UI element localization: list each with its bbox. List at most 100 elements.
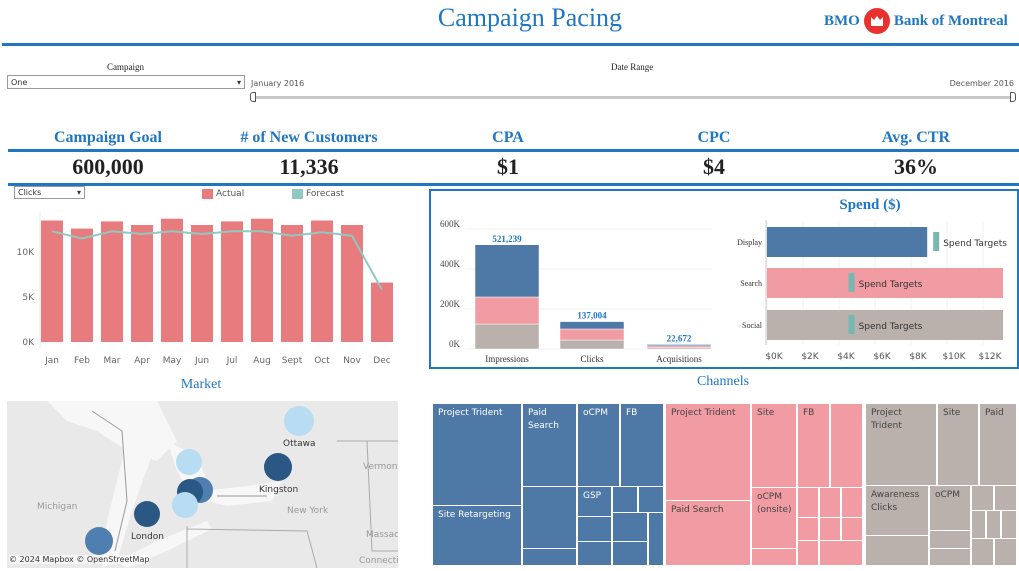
treemap-cell-display[interactable] bbox=[638, 486, 664, 513]
slider-handle-end[interactable] bbox=[1010, 92, 1016, 102]
kpi-label: CPA bbox=[492, 129, 524, 146]
treemap-cell-display[interactable] bbox=[522, 486, 577, 549]
treemap-label: Paid Search bbox=[671, 505, 724, 515]
kpi-value: $4 bbox=[703, 154, 725, 179]
treemap-cell-display[interactable]: Paid Search bbox=[522, 403, 577, 487]
treemap-cell-social[interactable]: Awareness Clicks bbox=[865, 485, 929, 536]
bar-actual-feb bbox=[71, 228, 93, 342]
treemap-label: Project Trident bbox=[438, 408, 503, 418]
category-label: Display bbox=[737, 238, 762, 247]
treemap-cell-search[interactable] bbox=[830, 403, 863, 488]
x-tick-label: Sept bbox=[282, 356, 303, 366]
treemap-cell-social[interactable] bbox=[971, 538, 994, 566]
total-label: 22,672 bbox=[667, 333, 692, 343]
treemap-cell-search[interactable] bbox=[819, 487, 841, 518]
forecast-line bbox=[51, 230, 383, 291]
treemap-cell-search[interactable]: FB bbox=[797, 403, 830, 488]
city-ottawa: Ottawa bbox=[283, 439, 316, 449]
treemap-cell-social[interactable] bbox=[929, 530, 971, 549]
treemap-cell-search[interactable]: oCPM (onsite) bbox=[751, 487, 797, 549]
treemap-cell-display[interactable]: Site Retargeting bbox=[432, 505, 522, 566]
x-tick-label: Clicks bbox=[580, 354, 603, 364]
kpi-value: 11,336 bbox=[279, 154, 339, 179]
treemap-label: Project Trident bbox=[671, 408, 736, 418]
slider-handle-start[interactable] bbox=[250, 92, 256, 102]
treemap-cell-search[interactable]: Project Trident bbox=[665, 403, 751, 501]
market-map[interactable]: Ottawa Kingston London Michigan New York… bbox=[7, 401, 398, 568]
map-svg bbox=[47, 401, 398, 568]
spend-bar-social bbox=[767, 310, 1003, 340]
treemap-cell-display[interactable] bbox=[612, 486, 638, 513]
treemap-cell-search[interactable]: Site bbox=[751, 403, 797, 488]
treemap-cell-display[interactable] bbox=[577, 541, 612, 566]
treemap-cell-display[interactable] bbox=[577, 516, 612, 542]
metric-dropdown[interactable]: Clicks ▾ bbox=[14, 186, 85, 199]
legend-actual-swatch bbox=[202, 189, 213, 199]
x-tick-label: $6K bbox=[873, 352, 891, 362]
treemap-cell-search[interactable] bbox=[797, 517, 819, 541]
x-tick-label: Impressions bbox=[485, 354, 529, 364]
kpi-value: $1 bbox=[497, 154, 519, 179]
bar-actual-mar bbox=[101, 221, 123, 342]
treemap-cell-display[interactable]: Project Trident bbox=[432, 403, 522, 506]
treemap-cell-display[interactable]: oCPM bbox=[577, 403, 620, 487]
treemap-cell-social[interactable]: Project Trident bbox=[865, 403, 937, 486]
bar-actual-jan bbox=[41, 220, 63, 342]
treemap-cell-social[interactable] bbox=[971, 510, 986, 539]
x-tick-label: Jul bbox=[226, 356, 238, 366]
x-tick-label: Feb bbox=[74, 356, 90, 366]
treemap-label: oCPM bbox=[935, 490, 960, 500]
bar-actual-may bbox=[161, 218, 183, 342]
treemap-cell-search[interactable] bbox=[819, 540, 863, 566]
treemap-label: Paid bbox=[985, 408, 1004, 418]
map-attribution[interactable]: © 2024 Mapbox © OpenStreetMap bbox=[9, 555, 150, 564]
bar-actual-dec bbox=[371, 282, 393, 342]
treemap-cell-social[interactable]: oCPM bbox=[929, 485, 971, 531]
date-range-slider[interactable] bbox=[254, 96, 1012, 99]
spend-bar-display bbox=[767, 227, 928, 257]
treemap-cell-social[interactable] bbox=[994, 485, 1017, 511]
treemap-cell-search[interactable] bbox=[797, 487, 819, 518]
treemap-cell-search[interactable] bbox=[751, 548, 797, 566]
treemap-cell-display[interactable] bbox=[648, 512, 664, 566]
spend-target-label: Spend Targets bbox=[859, 280, 923, 290]
treemap-cell-search[interactable] bbox=[841, 487, 863, 518]
date-range-label: Date Range bbox=[611, 62, 654, 72]
treemap-cell-display[interactable] bbox=[612, 512, 648, 542]
treemap-label: oCPM bbox=[583, 408, 608, 418]
stacked-segment-display bbox=[559, 321, 625, 330]
bmo-roundel-icon bbox=[863, 8, 890, 34]
treemap-cell-search[interactable]: Paid Search bbox=[665, 500, 751, 566]
date-start: January 2016 bbox=[251, 79, 305, 88]
treemap-cell-social[interactable] bbox=[1001, 510, 1017, 539]
x-tick-label: $8K bbox=[909, 352, 927, 362]
region-vermont: Vermont bbox=[363, 462, 398, 472]
treemap-cell-search[interactable] bbox=[819, 517, 841, 541]
total-label: 137,004 bbox=[577, 311, 607, 321]
treemap-cell-social[interactable]: Paid bbox=[979, 403, 1017, 486]
treemap-cell-display[interactable]: GSP bbox=[577, 486, 612, 517]
stacked-segment-social bbox=[474, 323, 540, 350]
treemap-cell-social[interactable] bbox=[994, 538, 1017, 566]
monthly-chart: 0K 5K 10K Jan Feb Mar Apr May Jun Jul Aug Sept Oct No… bbox=[17, 212, 393, 366]
treemap-label: Site bbox=[943, 408, 961, 418]
treemap-cell-social[interactable]: Site bbox=[937, 403, 979, 486]
treemap-cell-search[interactable] bbox=[797, 540, 819, 566]
y-tick-label: 400K bbox=[440, 259, 461, 269]
treemap-cell-display[interactable] bbox=[612, 541, 648, 566]
treemap-cell-social[interactable] bbox=[986, 510, 1001, 539]
treemap-cell-social[interactable] bbox=[929, 548, 971, 566]
stacked-segment-search bbox=[559, 328, 625, 341]
city-london: London bbox=[131, 532, 164, 542]
treemap-cell-social[interactable] bbox=[865, 535, 929, 566]
funnel-and-spend-charts: 0K 200K 400K 600K 521,239 Impressions 137,004 C… bbox=[440, 219, 1007, 364]
x-tick-label: $0K bbox=[765, 352, 783, 362]
treemap-cell-display[interactable] bbox=[522, 548, 577, 566]
campaign-dropdown[interactable]: One ▾ bbox=[7, 75, 245, 89]
treemap-label: Paid Search bbox=[528, 408, 559, 431]
x-tick-label: Apr bbox=[134, 356, 150, 366]
treemap-cell-social[interactable] bbox=[971, 485, 994, 511]
treemap-cell-display[interactable]: FB bbox=[620, 403, 664, 487]
treemap-cell-search[interactable] bbox=[841, 517, 863, 541]
bar-actual-nov bbox=[341, 225, 363, 342]
